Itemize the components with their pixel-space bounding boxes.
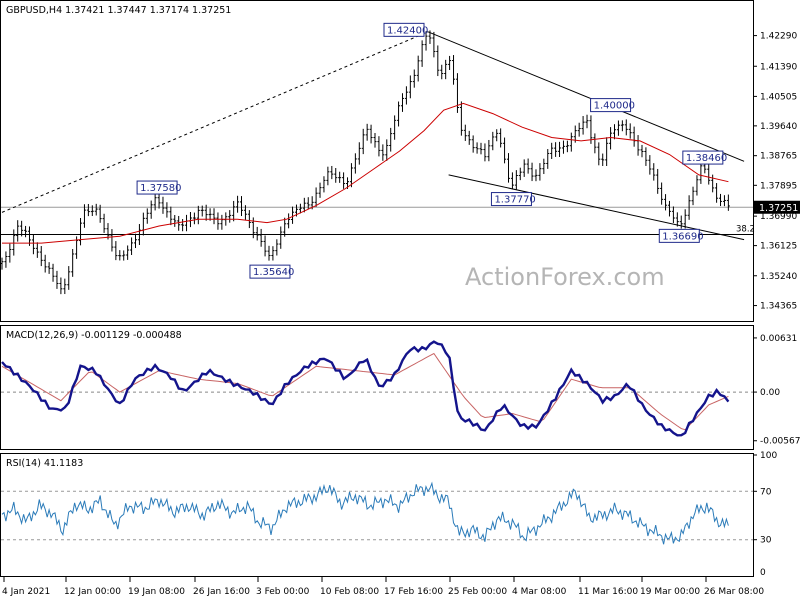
level-label-text: 1.40000 [594, 101, 635, 112]
price-y-tick-label: 1.34365 [760, 302, 797, 312]
symbol-info: GBPUSD,H4 1.37421 1.37447 1.37174 1.3725… [6, 5, 231, 16]
current-price-tag: 1.37251 [754, 200, 800, 214]
macd-line [1, 340, 730, 437]
rsi-y-tick-label: 30 [760, 536, 772, 546]
trend-line-3 [448, 174, 745, 241]
price-y-axis: 1.42290 1.41390 1.40505 1.39640 1.38765 1.378… [753, 32, 797, 312]
level-label: 1.40000 [590, 98, 635, 113]
price-y-tick-label: 1.39640 [760, 122, 797, 132]
price-panel-frame [0, 0, 754, 322]
fib-level-label: 38.2 [736, 225, 755, 235]
macd-signal-line [1, 352, 729, 431]
level-label-text: 1.36690 [662, 231, 703, 242]
level-label-box [658, 228, 700, 243]
level-label-box [590, 98, 632, 113]
time-tick-label: 17 Feb 16:00 [384, 587, 443, 597]
level-label-text: 1.38460 [686, 153, 727, 164]
rsi-guide-lines [1, 490, 753, 541]
price-y-tick-label: 1.42290 [760, 32, 797, 42]
level-label: 1.38460 [682, 150, 727, 165]
level-label: 1.42400 [383, 22, 428, 37]
trend-lines [1, 31, 745, 241]
macd-panel: MACD(12,26,9) -0.001129 -0.000488 0.0063… [0, 325, 800, 450]
price-panel: ActionForex.com 1.42400 1.37580 1.35640 1.3… [0, 0, 800, 322]
time-tick-label: 4 Mar 08:00 [512, 587, 567, 597]
candlesticks [0, 30, 730, 295]
watermark: ActionForex.com [465, 263, 665, 291]
time-tick-label: 25 Feb 00:00 [448, 587, 507, 597]
price-y-tick-label: 1.38765 [760, 152, 797, 162]
rsi-y-tick-label: 0 [760, 568, 766, 578]
level-label: 1.36690 [658, 228, 704, 243]
macd-title: MACD(12,26,9) -0.001129 -0.000488 [6, 330, 182, 341]
trend-line-1 [1, 31, 429, 213]
time-tick-label: 10 Feb 08:00 [320, 587, 379, 597]
price-y-tick-label: 1.37895 [760, 181, 797, 191]
time-tick-label: 11 Mar 16:00 [578, 587, 638, 597]
level-label-text: 1.42400 [387, 25, 428, 36]
rsi-title: RSI(14) 41.1183 [6, 458, 83, 469]
level-label-text: 1.35640 [253, 267, 294, 278]
time-tick-label: 26 Jan 16:00 [193, 587, 250, 597]
time-tick-label: 19 Jan 08:00 [128, 587, 185, 597]
level-labels: 1.42400 1.37580 1.35640 1.37770 1.40000 1.384… [136, 22, 727, 279]
price-y-tick-label: 1.41390 [760, 62, 797, 72]
rsi-panel: RSI(14) 41.1183 100 70 30 0 [0, 451, 777, 578]
price-y-tick-label: 1.35240 [760, 272, 797, 282]
level-label: 1.37580 [136, 180, 181, 195]
time-axis: 4 Jan 2021 12 Jan 00:00 19 Jan 08:00 26 Jan… [2, 577, 764, 597]
level-label: 1.35640 [249, 264, 294, 279]
rsi-line [1, 481, 729, 545]
time-tick-label: 12 Jan 00:00 [64, 587, 121, 597]
rsi-panel-frame [0, 453, 754, 577]
level-label-text: 1.37580 [140, 183, 181, 194]
level-label-box [383, 22, 425, 37]
macd-y-axis: 0.00631 0.00 -0.005671 [753, 334, 800, 447]
macd-y-tick-label: -0.005671 [760, 437, 800, 447]
price-y-tick-label: 1.36990 [760, 212, 797, 222]
macd-y-tick-label: 0.00631 [760, 334, 797, 344]
price-y-tick-label: 1.40505 [760, 92, 797, 102]
time-tick-label: 19 Mar 00:00 [640, 587, 700, 597]
current-price-tag-bg [754, 200, 800, 214]
level-label-box [249, 264, 291, 279]
macd-y-tick-label: 0.00 [760, 388, 780, 398]
trend-line-2 [427, 31, 745, 162]
rsi-y-tick-label: 70 [760, 487, 772, 497]
level-label-box [682, 150, 724, 165]
time-tick-label: 4 Jan 2021 [2, 587, 50, 597]
time-tick-label: 3 Feb 00:00 [256, 587, 310, 597]
current-price-label: 1.37251 [759, 203, 798, 214]
rsi-y-tick-label: 100 [760, 451, 777, 461]
time-tick-label: 26 Mar 08:00 [704, 587, 764, 597]
level-label-text: 1.37770 [494, 195, 535, 206]
rsi-y-axis: 100 70 30 0 [753, 451, 777, 578]
level-label: 1.37770 [490, 192, 536, 207]
moving-average-line [2, 102, 729, 244]
level-label-box [490, 192, 532, 207]
price-y-tick-label: 1.36125 [760, 242, 797, 252]
level-label-box [136, 180, 178, 195]
